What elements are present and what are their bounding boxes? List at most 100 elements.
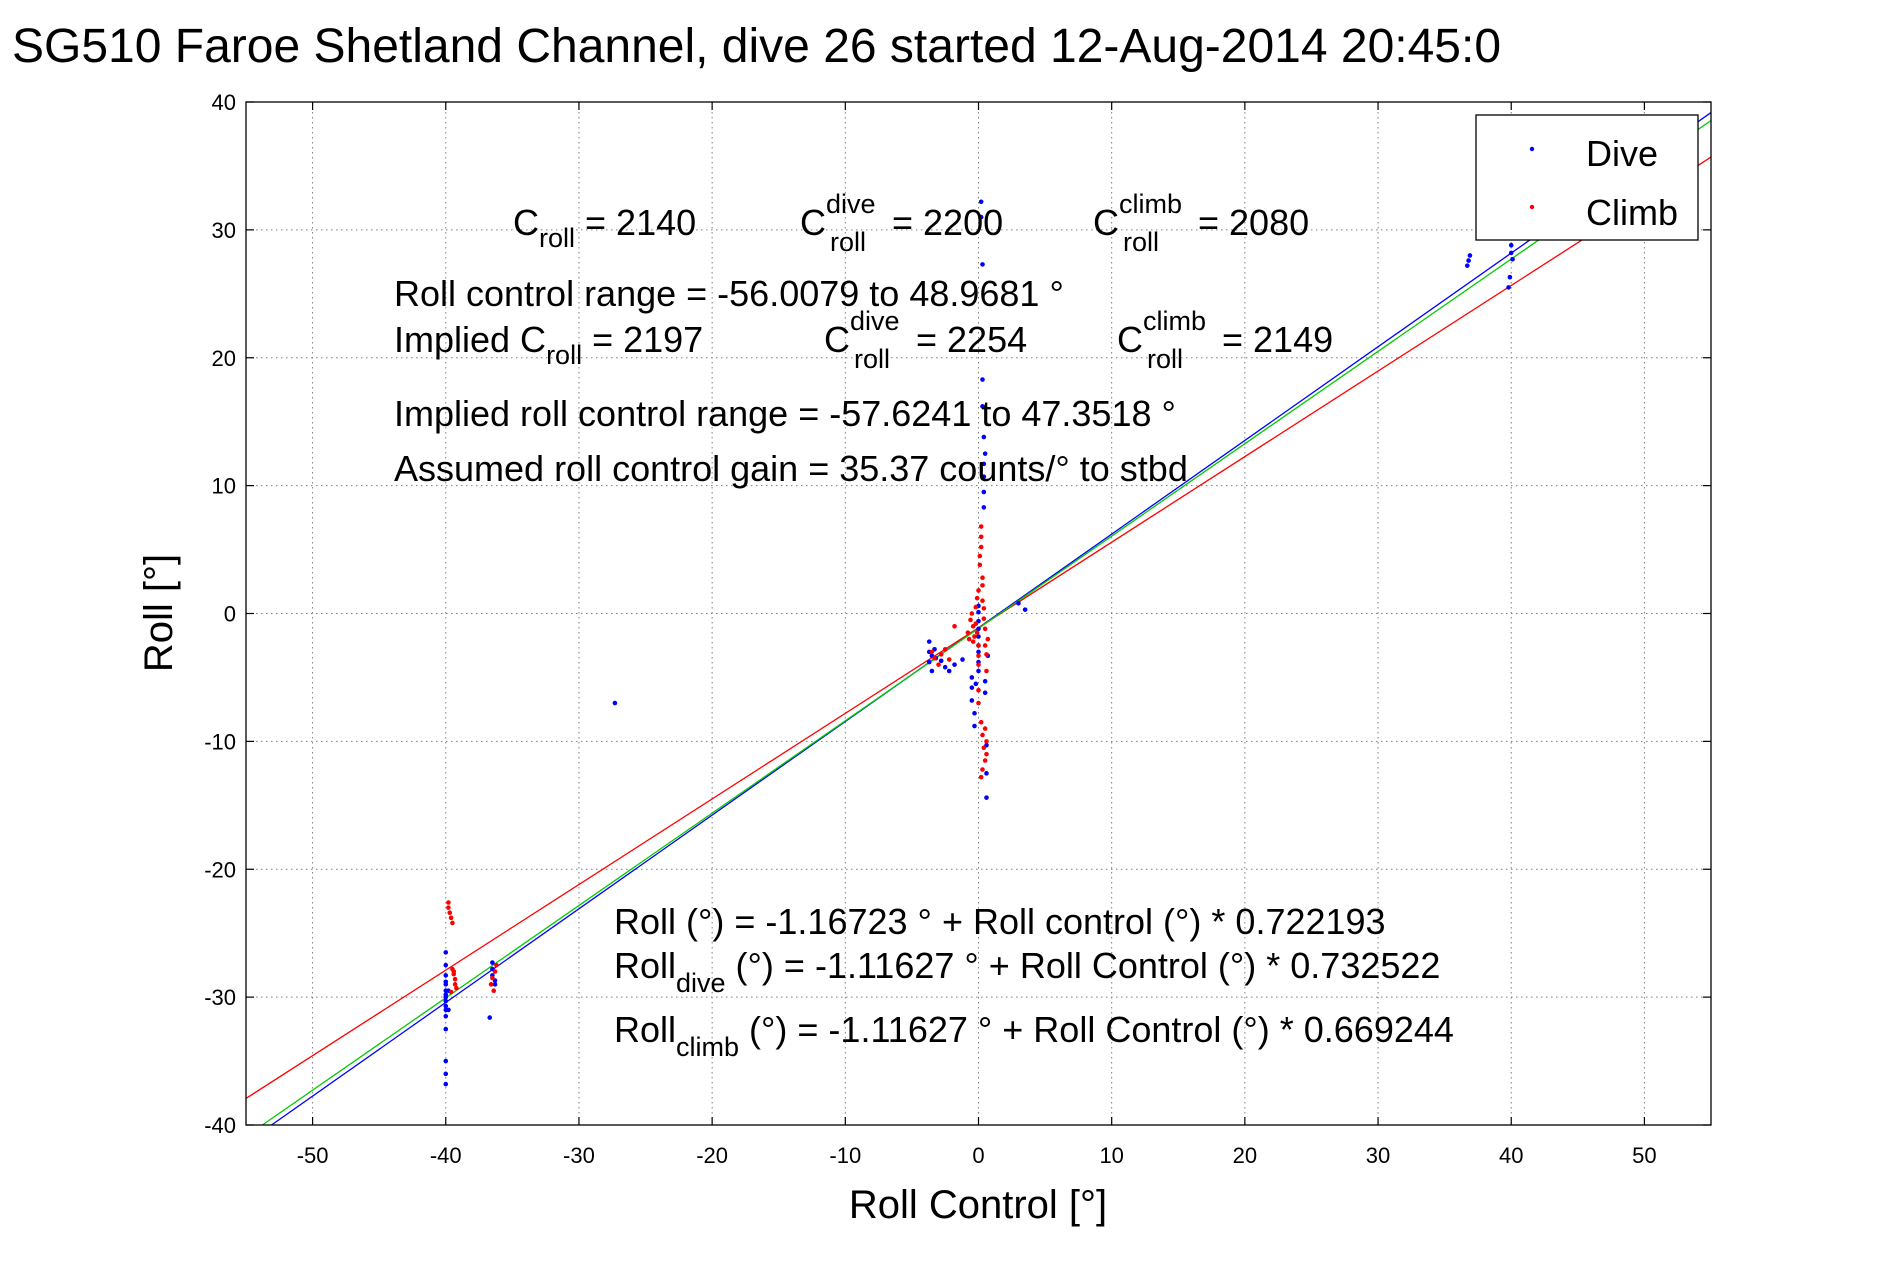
climb-point-55 <box>985 636 991 642</box>
climb-point-21 <box>942 647 948 652</box>
climb-point-36 <box>976 643 981 648</box>
climb-point-29 <box>970 639 976 644</box>
dive-point-60 <box>981 489 987 495</box>
climb-point-54 <box>984 668 989 674</box>
climb-point-7 <box>452 976 458 982</box>
dive-point-52 <box>978 199 984 205</box>
y-tick-label-0: -40 <box>204 1113 236 1138</box>
c-roll-dive-sub: roll <box>830 227 866 257</box>
dive-point-67 <box>984 795 989 800</box>
c-roll-annotations: Croll = 2140 Cdive roll = 2200 Cclimb ro… <box>394 189 1333 489</box>
dive-point-25 <box>926 639 932 644</box>
equation-climb: Rollclimb (°) = -1.11627 ° + Roll Contro… <box>614 1009 1454 1062</box>
dive-point-77 <box>1508 242 1514 248</box>
dive-point-27 <box>926 659 932 665</box>
y-tick-label-8: 40 <box>212 90 236 115</box>
dive-point-9 <box>443 1014 449 1019</box>
climb-point-58 <box>981 745 987 751</box>
dive-point-76 <box>1508 250 1514 256</box>
climb-point-32 <box>973 621 979 627</box>
climb-point-48 <box>980 598 985 604</box>
dive-point-12 <box>443 1071 449 1077</box>
implied-c-roll-climb-text: Cclimb <box>1117 306 1206 360</box>
implied-c-roll-climb-sub: roll <box>1147 344 1183 374</box>
climb-point-59 <box>982 758 988 763</box>
climb-point-47 <box>980 583 985 588</box>
dive-point-35 <box>952 662 957 667</box>
dive-point-2 <box>443 973 449 978</box>
dive-point-75 <box>1507 274 1513 280</box>
climb-point-50 <box>981 616 987 621</box>
implied-c-roll-dive-text: Cdive <box>824 306 900 360</box>
climb-point-35 <box>976 588 981 593</box>
climb-point-17 <box>929 649 935 655</box>
dive-point-44 <box>976 634 981 639</box>
y-tick-label-4: 0 <box>224 602 236 627</box>
climb-point-60 <box>980 767 985 772</box>
c-roll-dive-text: Cdive <box>800 189 876 243</box>
climb-point-13 <box>492 969 498 974</box>
dive-point-64 <box>982 690 988 696</box>
implied-c-roll-climb-val: = 2149 <box>1222 319 1333 360</box>
x-tick-label-7: 20 <box>1233 1143 1257 1168</box>
x-tick-label-3: -20 <box>696 1143 728 1168</box>
dive-point-45 <box>976 626 981 632</box>
c-roll-climb-val: = 2080 <box>1198 202 1309 243</box>
dive-point-15 <box>443 979 449 985</box>
y-tick-label-3: -10 <box>204 729 236 754</box>
climb-point-64 <box>984 751 989 757</box>
dive-point-33 <box>942 664 948 670</box>
dive-point-37 <box>969 675 975 680</box>
climb-point-18 <box>932 655 937 661</box>
climb-point-8 <box>452 982 458 987</box>
dive-point-34 <box>946 668 952 674</box>
implied-c-roll-text: Implied Croll = 2197 <box>394 319 703 370</box>
dive-point-54 <box>980 262 985 267</box>
dive-point-56 <box>980 404 985 409</box>
climb-point-9 <box>454 985 459 991</box>
dive-point-32 <box>938 658 944 664</box>
climb-point-20 <box>938 652 944 657</box>
dive-point-38 <box>969 685 975 690</box>
x-axis-label: Roll Control [°] <box>849 1183 1107 1227</box>
dive-point-72 <box>1466 258 1471 263</box>
dive-point-69 <box>1016 600 1021 606</box>
dive-point-78 <box>1510 256 1515 262</box>
dive-point-39 <box>969 698 975 703</box>
dive-point-74 <box>1506 285 1511 290</box>
climb-point-26 <box>968 617 973 623</box>
dive-point-13 <box>443 1081 449 1087</box>
implied-c-roll-dive-sub: roll <box>854 344 890 374</box>
climb-point-14 <box>490 975 495 981</box>
x-tick-labels: -50 -40 -30 -20 -10 0 10 20 30 40 50 <box>297 102 1657 1168</box>
climb-point-38 <box>976 662 981 667</box>
implied-range-text: Implied roll control range = -57.6241 to… <box>394 393 1176 434</box>
implied-c-roll-dive-val: = 2254 <box>916 319 1027 360</box>
climb-point-30 <box>972 634 977 639</box>
dive-point-61 <box>981 505 987 510</box>
climb-point-52 <box>982 643 988 648</box>
legend-marker-dive <box>1529 146 1535 152</box>
x-tick-label-8: 30 <box>1366 1143 1390 1168</box>
climb-point-33 <box>974 630 980 635</box>
x-tick-label-4: -10 <box>829 1143 861 1168</box>
dive-point-18 <box>490 960 495 965</box>
dive-point-47 <box>976 609 981 615</box>
climb-point-10 <box>448 989 454 995</box>
dive-point-63 <box>982 678 988 684</box>
dive-point-40 <box>972 710 977 716</box>
climb-point-49 <box>981 606 987 611</box>
dive-point-41 <box>972 723 977 729</box>
dive-point-36 <box>960 657 965 662</box>
climb-point-61 <box>978 774 984 780</box>
x-tick-label-1: -40 <box>430 1143 462 1168</box>
dive-point-23 <box>487 1015 493 1020</box>
climb-point-39 <box>976 687 981 693</box>
x-tick-label-5: 0 <box>972 1143 984 1168</box>
dive-point-1 <box>443 962 449 968</box>
fit-line-2 <box>262 119 1712 1126</box>
climb-point-0 <box>446 900 451 905</box>
climb-point-22 <box>946 657 952 662</box>
climb-point-53 <box>984 652 989 657</box>
assumed-gain-text: Assumed roll control gain = 35.37 counts… <box>394 448 1188 489</box>
